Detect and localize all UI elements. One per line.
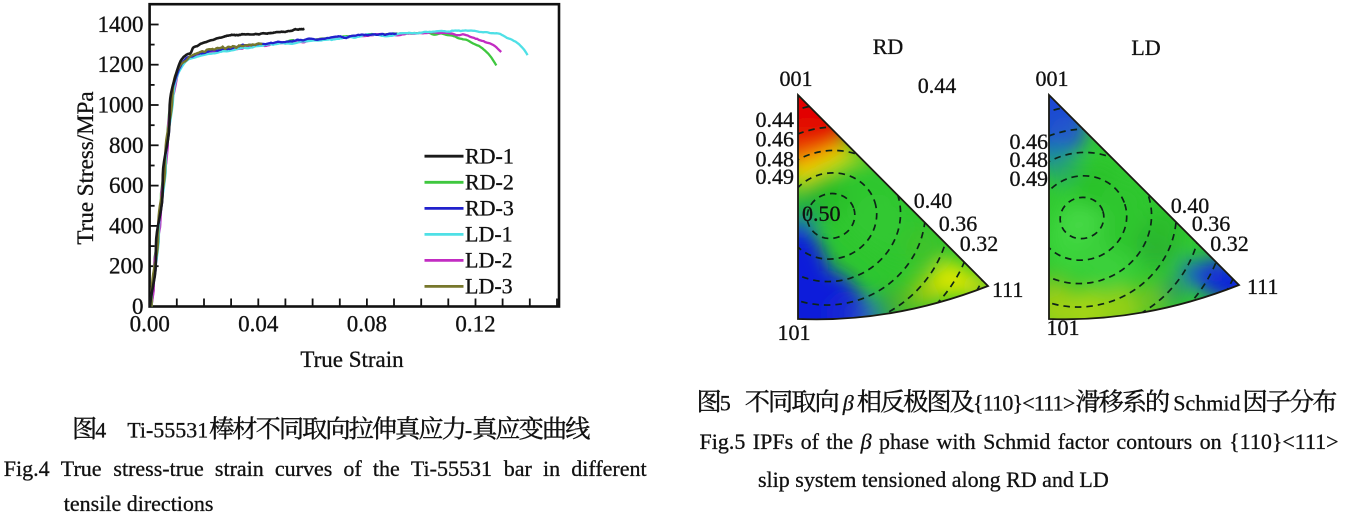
svg-text:IPFs: IPFs	[753, 429, 793, 454]
svg-text:Ti-55531: Ti-55531	[411, 456, 492, 481]
svg-text:200: 200	[109, 254, 144, 279]
svg-text:RD-1: RD-1	[465, 144, 514, 169]
svg-text:the: the	[826, 429, 853, 454]
svg-text:0: 0	[132, 294, 144, 319]
svg-text:True Strain: True Strain	[300, 347, 404, 372]
svg-text:β: β	[860, 429, 872, 454]
svg-text:True: True	[61, 456, 102, 481]
svg-text:0.32: 0.32	[1210, 231, 1249, 256]
svg-text:of: of	[343, 456, 362, 481]
svg-text:Fig.4: Fig.4	[4, 456, 50, 481]
svg-text:factor: factor	[1058, 429, 1110, 454]
svg-text:0.49: 0.49	[1010, 166, 1049, 191]
svg-text:Schmid: Schmid	[983, 429, 1050, 454]
svg-text:0.32: 0.32	[960, 231, 999, 256]
svg-text:0.49: 0.49	[756, 164, 795, 189]
svg-text:4: 4	[95, 418, 106, 443]
svg-text:slip system tensioned along RD: slip system tensioned along RD and LD	[758, 467, 1109, 492]
svg-text:in: in	[543, 456, 560, 481]
svg-text:different: different	[571, 456, 646, 481]
svg-text:β: β	[842, 391, 854, 416]
svg-text:600: 600	[109, 173, 144, 198]
svg-text:RD: RD	[873, 34, 904, 59]
svg-text:strain: strain	[215, 456, 264, 481]
svg-text:on: on	[1200, 429, 1222, 454]
svg-text:0.46: 0.46	[1010, 129, 1049, 154]
svg-text:bar: bar	[504, 456, 533, 481]
svg-text:{110}<111>: {110}<111>	[973, 391, 1075, 416]
svg-text:001: 001	[780, 66, 813, 91]
svg-text:contours: contours	[1116, 429, 1192, 454]
svg-text:0.48: 0.48	[756, 147, 795, 172]
svg-text:stress-true: stress-true	[113, 456, 203, 481]
svg-text:RD-3: RD-3	[465, 196, 514, 221]
svg-text:0.50: 0.50	[802, 201, 841, 226]
svg-text:Schmid: Schmid	[1173, 391, 1240, 416]
svg-text:1200: 1200	[98, 52, 144, 77]
svg-text:curves: curves	[275, 456, 332, 481]
svg-text:800: 800	[109, 133, 144, 158]
svg-text:of: of	[801, 429, 820, 454]
svg-text:1400: 1400	[98, 12, 144, 37]
svg-text:-: -	[465, 418, 472, 443]
svg-text:0.04: 0.04	[238, 312, 279, 337]
svg-text:0.40: 0.40	[1171, 193, 1210, 218]
svg-text:the: the	[373, 456, 400, 481]
svg-text:True Stress/MPa: True Stress/MPa	[73, 91, 98, 244]
svg-text:LD-2: LD-2	[465, 248, 513, 273]
svg-text:0.36: 0.36	[1192, 211, 1231, 236]
svg-text:LD: LD	[1131, 35, 1160, 60]
svg-text:RD-2: RD-2	[465, 170, 514, 195]
svg-text:phase: phase	[879, 429, 929, 454]
svg-text:111: 111	[992, 277, 1023, 302]
svg-text:5: 5	[720, 391, 731, 416]
svg-text:101: 101	[778, 320, 811, 345]
svg-text:0.44: 0.44	[918, 73, 957, 98]
svg-text:LD-1: LD-1	[465, 222, 513, 247]
svg-text:Fig.5: Fig.5	[700, 429, 746, 454]
svg-text:0.48: 0.48	[1010, 147, 1049, 172]
svg-text:0.40: 0.40	[914, 188, 953, 213]
svg-text:with: with	[937, 429, 976, 454]
svg-text:0.12: 0.12	[455, 312, 495, 337]
svg-text:400: 400	[109, 213, 144, 238]
svg-text:0.44: 0.44	[756, 107, 795, 132]
svg-text:Ti-55531: Ti-55531	[127, 418, 208, 443]
svg-text:1000: 1000	[98, 93, 144, 118]
svg-text:0.08: 0.08	[347, 312, 387, 337]
svg-text:LD-3: LD-3	[465, 274, 513, 299]
svg-text:101: 101	[1047, 315, 1080, 340]
svg-text:001: 001	[1036, 66, 1069, 91]
svg-text:111: 111	[1247, 274, 1278, 299]
svg-text:{110}<111>: {110}<111>	[1229, 429, 1338, 454]
svg-text:0.36: 0.36	[939, 211, 978, 236]
svg-text:0.00: 0.00	[130, 312, 170, 337]
svg-text:0.46: 0.46	[756, 127, 795, 152]
svg-text:tensile directions: tensile directions	[64, 491, 214, 516]
